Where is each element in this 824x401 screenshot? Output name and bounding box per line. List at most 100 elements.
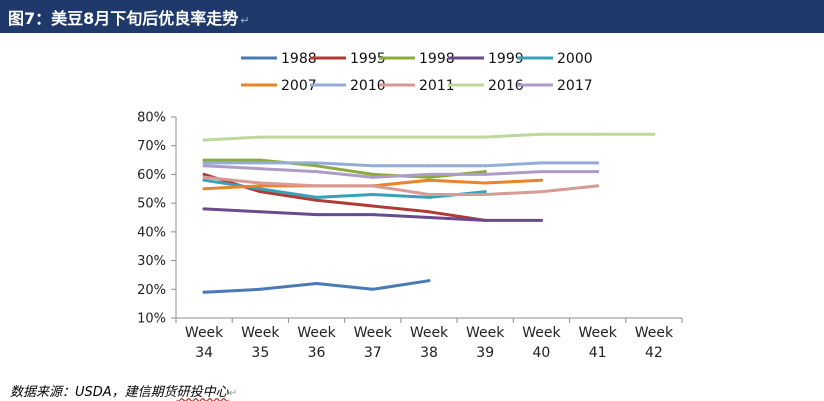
- source-text-underlined: 研投中心: [176, 385, 229, 400]
- x-tick-label: Week 35: [241, 325, 280, 361]
- data-point: [483, 218, 487, 222]
- legend-item: 2007: [241, 78, 317, 94]
- y-tick-label: 70%: [137, 139, 166, 154]
- data-point: [427, 178, 431, 182]
- y-tick-label: 20%: [137, 283, 166, 298]
- chart-axes: 10% 20% 30% 40% 50% 60% 70% 80% Week 34 Week 35 Week…: [137, 111, 683, 361]
- x-tick-label: Week 41: [578, 325, 617, 361]
- data-point: [539, 190, 543, 194]
- data-point: [315, 195, 319, 199]
- data-point: [202, 138, 206, 142]
- data-point: [258, 210, 262, 214]
- y-tick-label: 60%: [137, 168, 166, 183]
- series-2017: [202, 164, 600, 179]
- legend-item: 1999: [448, 51, 524, 67]
- y-tick-label: 80%: [137, 111, 166, 126]
- data-point: [258, 161, 262, 165]
- data-point: [371, 204, 375, 208]
- data-point: [258, 167, 262, 171]
- data-point: [202, 207, 206, 211]
- data-point: [427, 135, 431, 139]
- data-point: [258, 287, 262, 291]
- legend-label: 1995: [350, 51, 386, 67]
- data-point: [258, 181, 262, 185]
- data-point: [315, 184, 319, 188]
- data-point: [483, 172, 487, 176]
- y-tick-label: 30%: [137, 254, 166, 269]
- legend-label: 2007: [281, 78, 317, 94]
- data-point: [483, 181, 487, 185]
- series-line: [202, 158, 487, 179]
- data-point: [371, 287, 375, 291]
- line-chart: 1988 1995 1998 1999 2000 2007 2010 2011 2016 2017…: [137, 51, 683, 361]
- data-point: [202, 187, 206, 191]
- data-point: [427, 164, 431, 168]
- data-point: [483, 193, 487, 197]
- data-point: [371, 135, 375, 139]
- data-point: [258, 158, 262, 162]
- data-point: [202, 175, 206, 179]
- data-point: [258, 184, 262, 188]
- data-point: [371, 193, 375, 197]
- return-mark-icon: ↵: [240, 14, 250, 27]
- legend-label: 2000: [557, 51, 593, 67]
- legend-item: 1995: [310, 51, 386, 67]
- legend-label: 2017: [557, 78, 593, 94]
- legend-item: 2017: [517, 78, 593, 94]
- legend-label: 2010: [350, 78, 386, 94]
- legend-label: 2011: [419, 78, 455, 94]
- title-bar: 图7：美豆8月下旬后优良率走势 ↵: [0, 0, 824, 33]
- data-point: [315, 213, 319, 217]
- series-1999: [202, 207, 543, 222]
- data-point: [539, 178, 543, 182]
- data-point: [202, 164, 206, 168]
- data-point: [202, 158, 206, 162]
- data-point: [539, 218, 543, 222]
- data-point: [539, 161, 543, 165]
- legend-item: 2000: [517, 51, 593, 67]
- series-2011: [202, 175, 600, 197]
- data-point: [427, 216, 431, 219]
- series-2010: [202, 161, 600, 168]
- data-point: [427, 172, 431, 176]
- data-point: [427, 279, 431, 283]
- series-1998: [202, 158, 487, 179]
- data-point: [427, 193, 431, 197]
- data-point: [539, 132, 543, 136]
- data-point: [315, 198, 319, 202]
- legend-label: 1988: [281, 51, 317, 67]
- x-tick-label: Week 37: [354, 325, 393, 361]
- series-line: [202, 164, 600, 179]
- data-point: [315, 170, 319, 174]
- legend-item: 2011: [379, 78, 455, 94]
- series-line: [202, 161, 600, 168]
- figure-title: 图7：美豆8月下旬后优良率走势 ↵: [8, 5, 250, 29]
- chart-series: [202, 132, 656, 294]
- data-point: [315, 164, 319, 168]
- x-tick-label: Week 36: [297, 325, 336, 361]
- data-point: [371, 172, 375, 176]
- chart-legend: 1988 1995 1998 1999 2000 2007 2010 2011 2016 2017: [241, 51, 593, 94]
- x-tick-label: Week 42: [635, 325, 674, 361]
- data-point: [315, 282, 319, 286]
- data-point: [258, 187, 262, 191]
- data-point: [427, 175, 431, 179]
- data-point: [483, 135, 487, 139]
- data-point: [258, 190, 262, 194]
- data-point: [371, 175, 375, 179]
- source-note: 数据来源：USDA，建信期货研投中心↵: [10, 381, 237, 400]
- data-point: [652, 132, 656, 136]
- data-point: [202, 172, 206, 176]
- series-2016: [202, 132, 656, 142]
- legend-label: 1999: [488, 51, 524, 67]
- data-point: [596, 161, 600, 165]
- data-point: [202, 178, 206, 182]
- data-point: [596, 184, 600, 188]
- data-point: [202, 161, 206, 165]
- x-tick-label: Week 34: [185, 325, 224, 361]
- figure-title-text: 图7：美豆8月下旬后优良率走势: [8, 9, 239, 28]
- return-mark-icon: ↵: [228, 388, 238, 399]
- data-point: [371, 184, 375, 188]
- data-point: [202, 290, 206, 294]
- y-tick-label: 50%: [137, 197, 166, 212]
